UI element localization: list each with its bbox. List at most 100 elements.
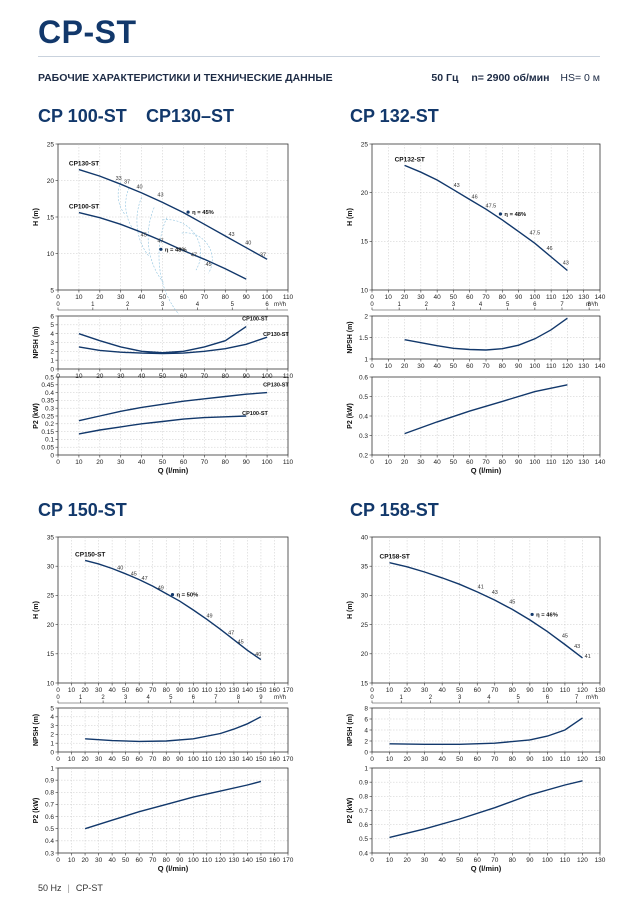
p2-xtick-label: 0 <box>56 459 60 466</box>
h-xtick-label: 80 <box>499 294 507 301</box>
h-iso-efficiency-curve <box>117 181 125 215</box>
p2-frame <box>57 767 289 854</box>
p2-xtick-label: 30 <box>421 857 429 864</box>
npsh-xtick-label: 110 <box>202 756 213 763</box>
h-m3h-tick-label: 0 <box>56 302 60 308</box>
h-m3h-tick-label: 2 <box>429 695 433 701</box>
npsh-ytick-label: 3 <box>50 723 54 730</box>
h-efficiency-label: 45 <box>205 262 211 268</box>
p2-xtick-label: 30 <box>95 857 103 864</box>
h-efficiency-label: 41 <box>478 584 484 590</box>
h-m3h-tick-label: 1 <box>397 302 401 308</box>
npsh-series-name: CP130-ST <box>263 332 289 338</box>
npsh-ylabel: NPSH (m) <box>33 714 40 746</box>
npsh-xtick-label: 120 <box>562 363 573 370</box>
p2-xtick-label: 20 <box>401 459 409 466</box>
p2-xtick-label: 90 <box>515 459 523 466</box>
h-xtick-label: 80 <box>509 687 517 694</box>
p2-xtick-label: 90 <box>176 857 184 864</box>
h-m3h-tick-label: 3 <box>452 302 456 308</box>
p2-xtick-label: 50 <box>450 459 458 466</box>
p2-ytick-label: 0.3 <box>45 850 54 857</box>
h-m3h-tick-label: 2 <box>126 302 130 308</box>
h-efficiency-label: 47 <box>228 631 234 637</box>
p2-ytick-label: 0.5 <box>45 374 54 381</box>
npsh-xtick-label: 10 <box>75 373 83 380</box>
h-efficiency-label: 45 <box>562 633 568 639</box>
h-efficiency-label: 41 <box>585 654 591 660</box>
npsh-ylabel: NPSH (m) <box>33 326 40 358</box>
npsh-frame <box>57 707 289 753</box>
h-m3h-tick-label: 0 <box>56 695 60 701</box>
h-series-line <box>78 211 247 280</box>
p2-xtick-label: 40 <box>439 857 447 864</box>
h-plot: 0 10 20 30 40 50 60 70 80 90 100 110 120 130152025303… <box>347 534 606 704</box>
npsh-xtick-label: 170 <box>283 756 294 763</box>
npsh-series-line <box>404 317 568 351</box>
p2-ylabel: P2 (kW) <box>347 403 354 429</box>
p2-ytick-label: 0.6 <box>45 814 54 821</box>
npsh-xtick-label: 140 <box>242 756 253 763</box>
p2-xtick-label: 110 <box>283 459 294 466</box>
npsh-xtick-label: 100 <box>529 363 540 370</box>
h-ylabel: H (m) <box>33 208 40 226</box>
h-series-name: CP150-ST <box>75 551 105 558</box>
npsh-ytick-label: 5 <box>50 322 54 329</box>
h-xtick-label: 40 <box>138 294 146 301</box>
npsh-ytick-label: 1.5 <box>359 335 368 342</box>
h-efficiency-label: 47 <box>142 576 148 582</box>
npsh-xtick-label: 160 <box>269 756 280 763</box>
npsh-xtick-label: 100 <box>542 756 553 763</box>
h-xtick-label: 120 <box>215 687 226 694</box>
h-m3h-tick-label: 5 <box>169 695 173 701</box>
h-ytick-label: 20 <box>361 651 369 658</box>
npsh-xtick-label: 110 <box>560 756 571 763</box>
npsh-xtick-label: 50 <box>456 756 464 763</box>
h-xtick-label: 150 <box>256 687 267 694</box>
p2-xtick-label: 60 <box>180 459 188 466</box>
npsh-xtick-label: 80 <box>509 756 517 763</box>
p2-xtick-label: 40 <box>109 857 117 864</box>
h-ytick-label: 25 <box>361 622 369 629</box>
h-xtick-label: 20 <box>403 687 411 694</box>
h-efficiency-label: 37 <box>124 179 130 185</box>
h-xtick-label: 50 <box>450 294 458 301</box>
p2-ytick-label: 0.9 <box>45 777 54 784</box>
npsh-xtick-label: 100 <box>188 756 199 763</box>
npsh-xtick-label: 30 <box>95 756 103 763</box>
h-xtick-label: 60 <box>474 687 482 694</box>
h-frame <box>371 536 601 684</box>
npsh-xtick-label: 0 <box>56 756 60 763</box>
p2-ylabel: P2 (kW) <box>347 798 354 824</box>
p2-ytick-label: 0.35 <box>41 398 54 405</box>
h-iso-efficiency-curve <box>181 232 213 274</box>
h-ytick-label: 20 <box>47 622 55 629</box>
footer: 50 Hz | CP-ST <box>38 883 103 893</box>
h-m3h-unit: m³/h <box>274 695 286 701</box>
p2-ytick-label: 0.7 <box>45 802 54 809</box>
header-divider <box>38 56 600 57</box>
npsh-ytick-label: 2 <box>364 313 368 320</box>
h-m3h-tick-label: 4 <box>487 695 491 701</box>
h-bep-marker <box>186 210 190 214</box>
p2-ytick-label: 0.5 <box>45 826 54 833</box>
block-title-cp130: CP130–ST <box>146 106 235 126</box>
h-xtick-label: 10 <box>75 294 83 301</box>
h-plot: 0 10 20 30 40 50 60 70 80 90 100 110 120 130 140101520… <box>347 141 606 311</box>
h-bep-marker <box>498 212 503 216</box>
p2-xtick-label: 0 <box>370 459 374 466</box>
h-efficiency-label: 47 <box>157 239 163 245</box>
npsh-ytick-label: 4 <box>50 714 54 721</box>
npsh-xtick-label: 10 <box>385 363 393 370</box>
p2-xtick-label: 80 <box>222 459 230 466</box>
p2-xtick-label: 140 <box>242 857 253 864</box>
npsh-ytick-label: 5 <box>50 705 54 712</box>
h-m3h-tick-label: 9 <box>259 695 263 701</box>
hs-label: HS= 0 м <box>560 72 600 84</box>
npsh-xtick-label: 120 <box>215 756 226 763</box>
npsh-xtick-label: 60 <box>136 756 144 763</box>
q-axis-label: Q (l/min) <box>158 864 189 873</box>
npsh-xtick-label: 100 <box>262 373 273 380</box>
h-m3h-tick-label: 1 <box>91 302 95 308</box>
p2-ytick-label: 0.4 <box>45 838 54 845</box>
